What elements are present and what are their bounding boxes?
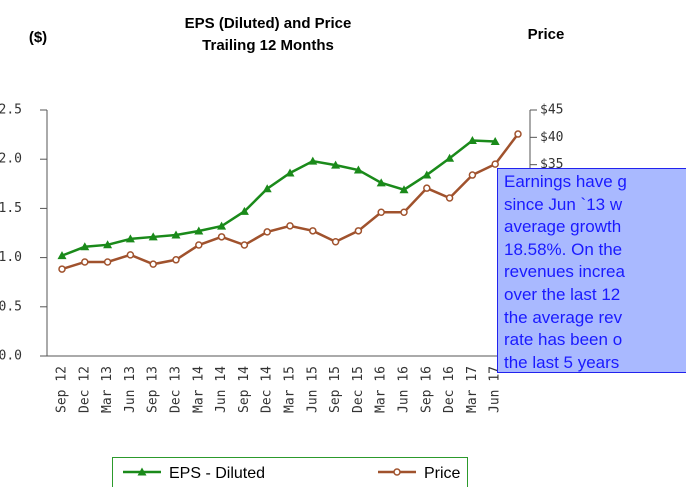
chart-subtitle: Trailing 12 Months	[202, 37, 334, 54]
y-tick-label: 1.0	[0, 250, 22, 265]
point	[423, 184, 431, 192]
x-tick-label: Mar 16	[374, 366, 389, 413]
x-tick-label: Dec 16	[442, 366, 457, 413]
point	[148, 232, 158, 241]
x-tick-label: Sep 16	[419, 366, 434, 413]
x-tick-label: Dec 13	[169, 366, 184, 413]
point	[285, 168, 295, 177]
x-tick-label: Sep 14	[237, 366, 252, 413]
legend-marker	[393, 468, 401, 476]
point	[240, 241, 249, 249]
point	[103, 258, 112, 266]
point	[376, 178, 386, 187]
point	[377, 208, 385, 216]
x-tick-label: Sep 12	[55, 366, 70, 413]
annotation: Earnings have g since Jun `13 w average gr…	[497, 168, 686, 373]
point	[172, 256, 180, 264]
y2-axis-label: Price	[528, 26, 565, 43]
point	[217, 221, 227, 230]
x-tick-label: Jun 14	[214, 366, 229, 413]
point	[331, 237, 340, 246]
legend-label: Price	[424, 465, 461, 482]
annotation-line: the last 5 years	[504, 352, 620, 372]
point	[125, 234, 135, 243]
y2-tick-label: $40	[540, 130, 563, 145]
point	[331, 160, 341, 169]
point	[171, 230, 181, 239]
point	[126, 251, 135, 259]
legend: EPS - Diluted Price	[112, 457, 468, 487]
point	[103, 240, 113, 249]
point	[263, 228, 271, 236]
point	[286, 222, 294, 230]
legend-marker	[137, 467, 147, 476]
x-tick-label: Sep 15	[328, 366, 343, 413]
x-tick-label: Mar 14	[191, 366, 206, 413]
line	[61, 139, 496, 257]
point	[422, 170, 432, 179]
x-tick-label: Dec 12	[77, 366, 92, 413]
y-tick-label: 0.5	[0, 299, 22, 314]
annotation-line: revenues increa	[504, 262, 625, 282]
point	[217, 233, 226, 241]
point	[514, 130, 522, 138]
y-tick-label: 2.5	[0, 103, 22, 118]
point	[262, 184, 272, 193]
point	[149, 260, 157, 268]
point	[239, 206, 249, 215]
x-tick-label: Dec 15	[351, 366, 366, 413]
y-tick-label: 0.0	[0, 349, 22, 364]
annotation-line: Earnings have g	[504, 172, 627, 191]
point	[400, 208, 408, 216]
x-tick-label: Jun 15	[305, 366, 320, 413]
point	[445, 194, 454, 202]
x-tick-label: Mar 17	[465, 366, 480, 413]
y-tick-label: 2.0	[0, 152, 22, 167]
point	[467, 136, 477, 145]
y-tick-label: 1.5	[0, 201, 22, 216]
x-tick-label: Sep 13	[146, 366, 161, 413]
point	[57, 251, 67, 260]
annotation-line: the average rev	[504, 307, 623, 327]
legend-label: EPS - Diluted	[169, 465, 265, 482]
x-tick-label: Mar 15	[283, 366, 298, 413]
annotation-line: over the last 12	[504, 284, 621, 304]
point	[80, 242, 90, 251]
point	[491, 160, 499, 168]
point	[354, 227, 363, 235]
x-tick-label: Jun 13	[123, 366, 138, 413]
point	[81, 258, 89, 266]
x-tick-label: Dec 14	[260, 366, 275, 413]
point	[309, 227, 317, 235]
point	[399, 185, 409, 194]
x-tick-label: Jun 16	[397, 366, 412, 413]
point	[490, 136, 500, 145]
point	[308, 156, 318, 165]
point	[58, 265, 66, 273]
point	[468, 171, 477, 179]
point	[445, 153, 455, 162]
legend-graphic: EPS - Diluted Price	[123, 465, 461, 482]
x-tick-label: Mar 13	[100, 366, 115, 413]
annotation-line: 18.58%. On the	[504, 239, 623, 259]
annotation-line: average growth	[504, 217, 622, 237]
point	[194, 226, 204, 235]
y-axis-label: ($)	[29, 29, 47, 46]
annotation-line: since Jun `13 w	[504, 194, 623, 214]
chart-title: EPS (Diluted) and Price	[185, 15, 352, 32]
annotation-line: rate has been o	[504, 330, 623, 350]
point	[195, 241, 203, 249]
point	[353, 165, 363, 174]
y2-tick-label: $45	[540, 103, 563, 118]
x-tick-label: Jun 17	[488, 366, 503, 413]
